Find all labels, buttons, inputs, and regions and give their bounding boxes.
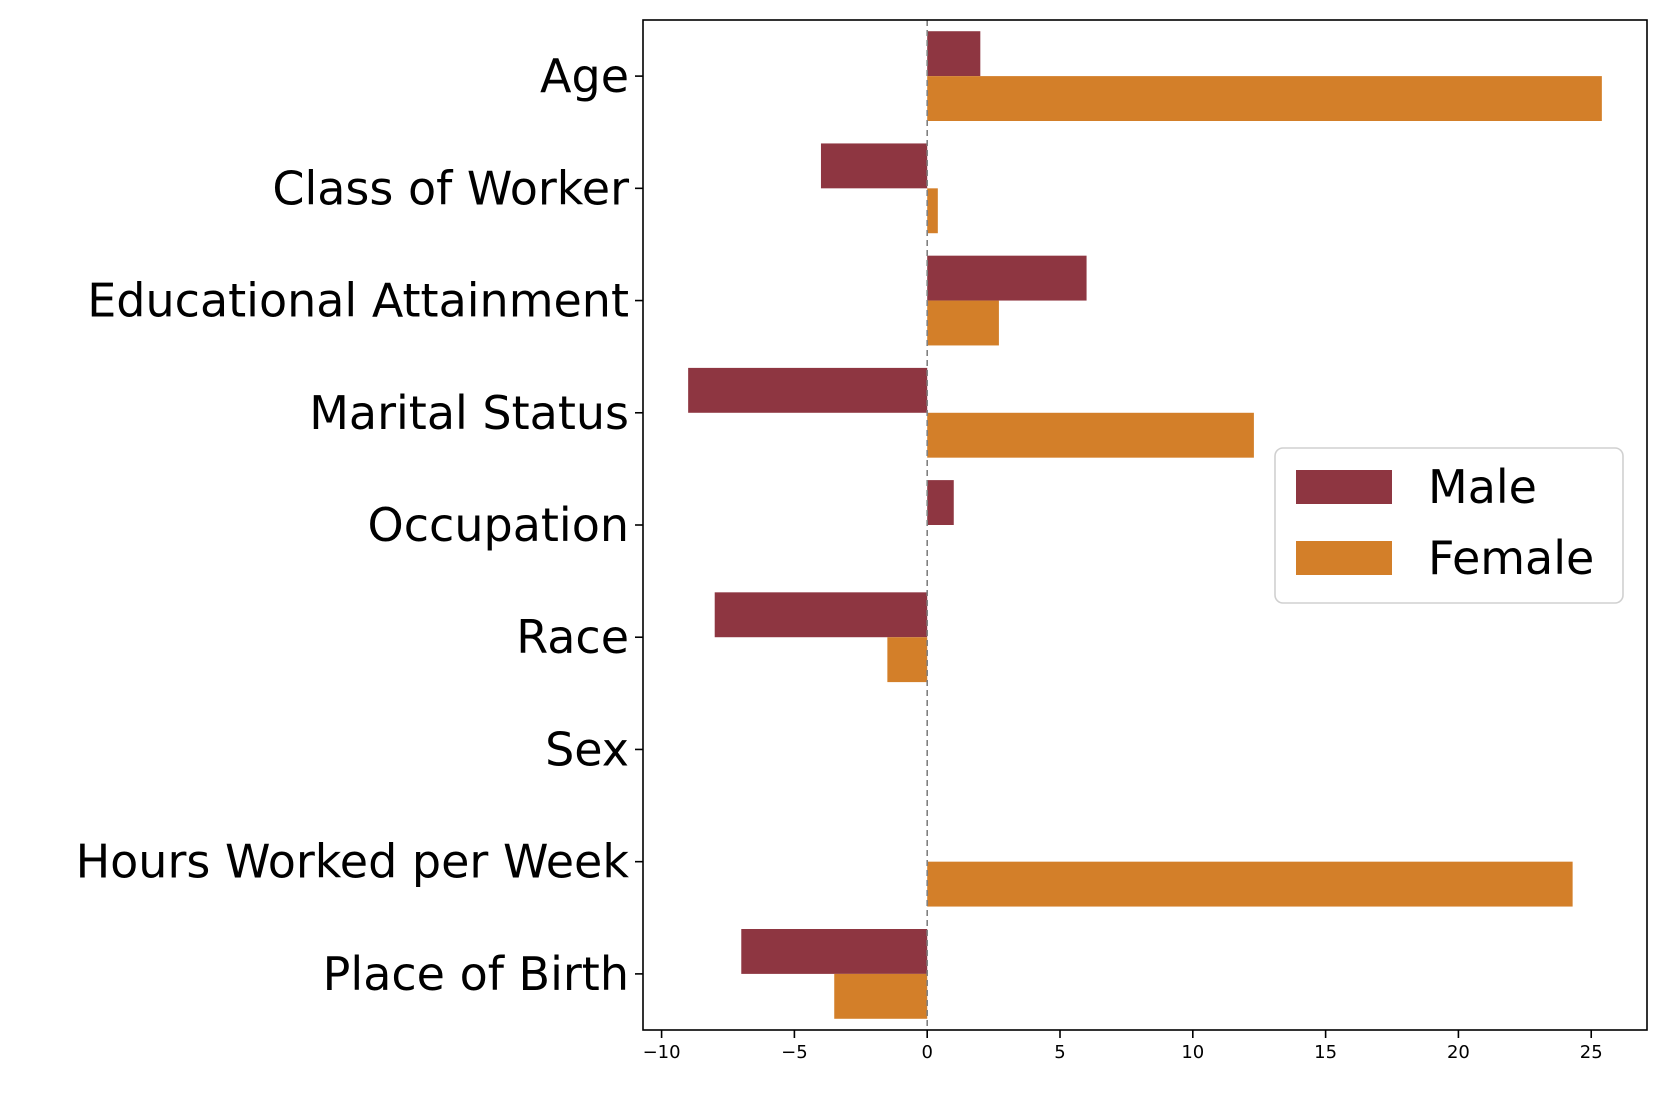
bar-male-3: [688, 367, 928, 413]
category-label: Educational Attainment: [87, 274, 629, 328]
bar-male-2: [927, 255, 1087, 301]
bar-male-8: [741, 929, 928, 974]
legend-label-female: Female: [1428, 531, 1594, 585]
bar-male-0: [927, 31, 981, 77]
legend-swatch-female: [1296, 541, 1392, 575]
x-tick-label: 15: [1314, 1042, 1337, 1063]
bar-male-5: [714, 592, 928, 638]
x-tick-label: 0: [921, 1042, 932, 1063]
category-label: Class of Worker: [272, 161, 629, 215]
category-label: Hours Worked per Week: [76, 835, 630, 889]
bar-female-0: [927, 76, 1602, 121]
bar-female-5: [887, 637, 928, 683]
x-tick-label: 10: [1181, 1042, 1204, 1063]
category-label: Race: [516, 610, 629, 664]
category-label: Place of Birth: [323, 947, 629, 1001]
category-label: Marital Status: [309, 386, 629, 440]
x-axis: −10 −5 0 5 10 15 20 25: [643, 1030, 1603, 1063]
bar-male-1: [820, 143, 928, 189]
bar-female-3: [927, 412, 1254, 458]
y-axis: Age Class of Worker Educational Attainment…: [76, 49, 643, 1001]
legend: Male Female: [1274, 447, 1624, 604]
bar-female-1: [927, 188, 938, 234]
bar-female-7: [927, 861, 1573, 907]
x-tick-label: −10: [643, 1042, 681, 1063]
category-label: Age: [540, 49, 629, 103]
legend-swatch-male: [1296, 470, 1392, 504]
x-tick-label: 5: [1054, 1042, 1065, 1063]
x-tick-label: −5: [781, 1042, 808, 1063]
category-label: Sex: [545, 722, 629, 776]
bars-layer: [688, 31, 1602, 1019]
legend-label-male: Male: [1428, 460, 1537, 514]
x-tick-label: 25: [1580, 1042, 1603, 1063]
bar-male-4: [927, 480, 954, 525]
bar-female-8: [834, 973, 928, 1019]
x-tick-label: 20: [1447, 1042, 1470, 1063]
category-label: Occupation: [368, 498, 629, 552]
bar-female-2: [927, 300, 999, 346]
